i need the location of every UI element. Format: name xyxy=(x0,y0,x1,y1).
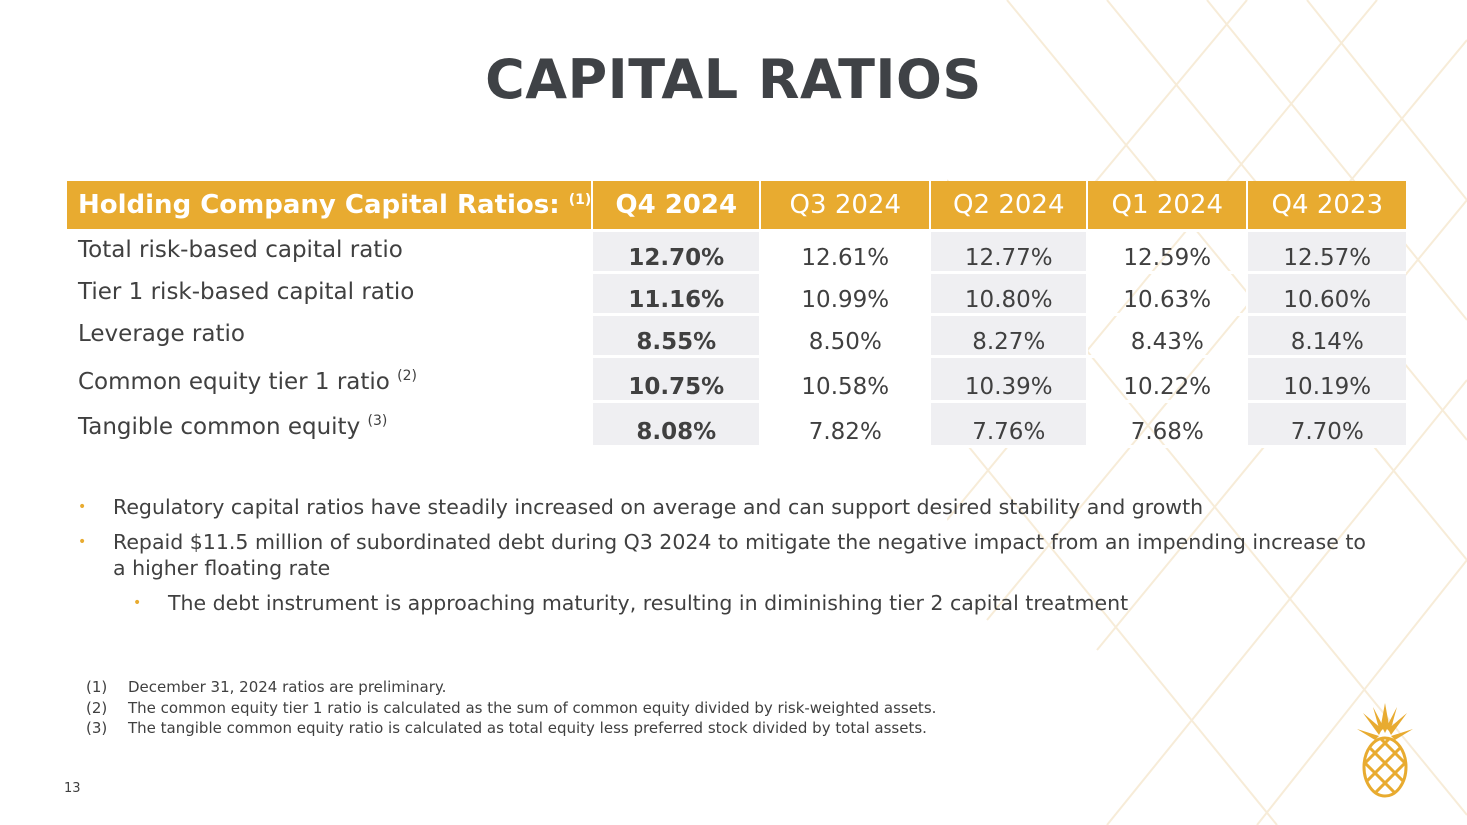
table-cell: 12.59% xyxy=(1086,232,1247,274)
table-row: Leverage ratio 8.55% 8.50% 8.27% 8.43% 8… xyxy=(67,316,1407,358)
table-row: Tier 1 risk-based capital ratio 11.16% 1… xyxy=(67,274,1407,316)
row-label: Leverage ratio xyxy=(78,321,245,347)
header-label-cell: Holding Company Capital Ratios: (1) xyxy=(67,181,592,232)
table-cell: 10.99% xyxy=(759,274,930,316)
table-row: Total risk-based capital ratio 12.70% 12… xyxy=(67,232,1407,274)
bullet-icon: • xyxy=(133,595,142,611)
table-cell: 10.58% xyxy=(759,358,930,403)
list-item: • Regulatory capital ratios have steadil… xyxy=(78,494,1378,520)
column-header: Q2 2024 xyxy=(929,181,1087,232)
background-diagonal-lines xyxy=(947,0,1467,825)
table-row: Common equity tier 1 ratio (2) 10.75% 10… xyxy=(67,358,1407,403)
table-cell: 8.50% xyxy=(759,316,930,358)
table-cell: 11.16% xyxy=(591,274,760,316)
row-label: Tangible common equity xyxy=(78,414,361,440)
footnote-number: (3) xyxy=(86,719,108,737)
table-cell: 7.82% xyxy=(759,403,930,448)
page-number: 13 xyxy=(64,781,81,796)
table-row: Tangible common equity (3) 8.08% 7.82% 7… xyxy=(67,403,1407,448)
table-cell: 10.63% xyxy=(1086,274,1247,316)
table-cell: 8.27% xyxy=(929,316,1087,358)
table-cell: 10.39% xyxy=(929,358,1087,403)
row-label: Common equity tier 1 ratio xyxy=(78,369,390,395)
footnote: (3) The tangible common equity ratio is … xyxy=(86,718,936,739)
table-cell: 8.08% xyxy=(591,403,760,448)
row-label: Tier 1 risk-based capital ratio xyxy=(78,279,415,305)
table-cell: 7.70% xyxy=(1246,403,1407,448)
bullet-icon: • xyxy=(78,499,87,515)
row-label-cell: Leverage ratio xyxy=(67,316,592,358)
table-cell: 10.75% xyxy=(591,358,760,403)
footnote-text: The common equity tier 1 ratio is calcul… xyxy=(128,698,937,717)
table-cell: 8.43% xyxy=(1086,316,1247,358)
table-cell: 7.68% xyxy=(1086,403,1247,448)
table-cell: 10.60% xyxy=(1246,274,1407,316)
column-header: Q4 2023 xyxy=(1246,181,1407,232)
table-cell: 12.61% xyxy=(759,232,930,274)
table-cell: 10.19% xyxy=(1246,358,1407,403)
header-label: Holding Company Capital Ratios: xyxy=(78,190,560,220)
bullet-text: Repaid $11.5 million of subordinated deb… xyxy=(113,530,1366,580)
footnote-number: (1) xyxy=(86,678,108,696)
list-item: • Repaid $11.5 million of subordinated d… xyxy=(78,529,1378,581)
bullet-icon: • xyxy=(78,534,87,550)
capital-ratios-table: Holding Company Capital Ratios: (1) Q4 2… xyxy=(67,181,1407,448)
table-header-row: Holding Company Capital Ratios: (1) Q4 2… xyxy=(67,181,1407,232)
footnote-text: December 31, 2024 ratios are preliminary… xyxy=(128,678,447,696)
table-cell: 12.77% xyxy=(929,232,1087,274)
table-cell: 12.70% xyxy=(591,232,760,274)
pineapple-logo xyxy=(1357,703,1413,798)
row-label-cell: Tangible common equity (3) xyxy=(67,403,592,448)
row-label-cell: Tier 1 risk-based capital ratio xyxy=(67,274,592,316)
row-label: Total risk-based capital ratio xyxy=(78,237,403,263)
bullet-list: • Regulatory capital ratios have steadil… xyxy=(78,494,1378,625)
footnote: (2) The common equity tier 1 ratio is ca… xyxy=(86,698,936,719)
table-cell: 10.80% xyxy=(929,274,1087,316)
table-cell: 10.22% xyxy=(1086,358,1247,403)
footnote: (1) December 31, 2024 ratios are prelimi… xyxy=(86,677,936,698)
table-cell: 7.76% xyxy=(929,403,1087,448)
row-footnote-ref: (3) xyxy=(367,413,388,429)
bullet-text: The debt instrument is approaching matur… xyxy=(168,591,1129,615)
bullet-text: Regulatory capital ratios have steadily … xyxy=(113,495,1204,519)
column-header: Q1 2024 xyxy=(1086,181,1247,232)
header-footnote-ref: (1) xyxy=(568,192,592,208)
footnotes: (1) December 31, 2024 ratios are prelimi… xyxy=(86,677,936,739)
column-header: Q4 2024 xyxy=(591,181,760,232)
row-label-cell: Common equity tier 1 ratio (2) xyxy=(67,358,592,403)
footnote-text: The tangible common equity ratio is calc… xyxy=(128,719,927,737)
row-footnote-ref: (2) xyxy=(397,368,418,384)
table-cell: 8.55% xyxy=(591,316,760,358)
table-cell: 8.14% xyxy=(1246,316,1407,358)
sub-list-item: • The debt instrument is approaching mat… xyxy=(133,590,1378,616)
column-header: Q3 2024 xyxy=(759,181,930,232)
row-label-cell: Total risk-based capital ratio xyxy=(67,232,592,274)
table-cell: 12.57% xyxy=(1246,232,1407,274)
footnote-number: (2) xyxy=(86,698,108,717)
page-title: CAPITAL RATIOS xyxy=(485,48,982,111)
